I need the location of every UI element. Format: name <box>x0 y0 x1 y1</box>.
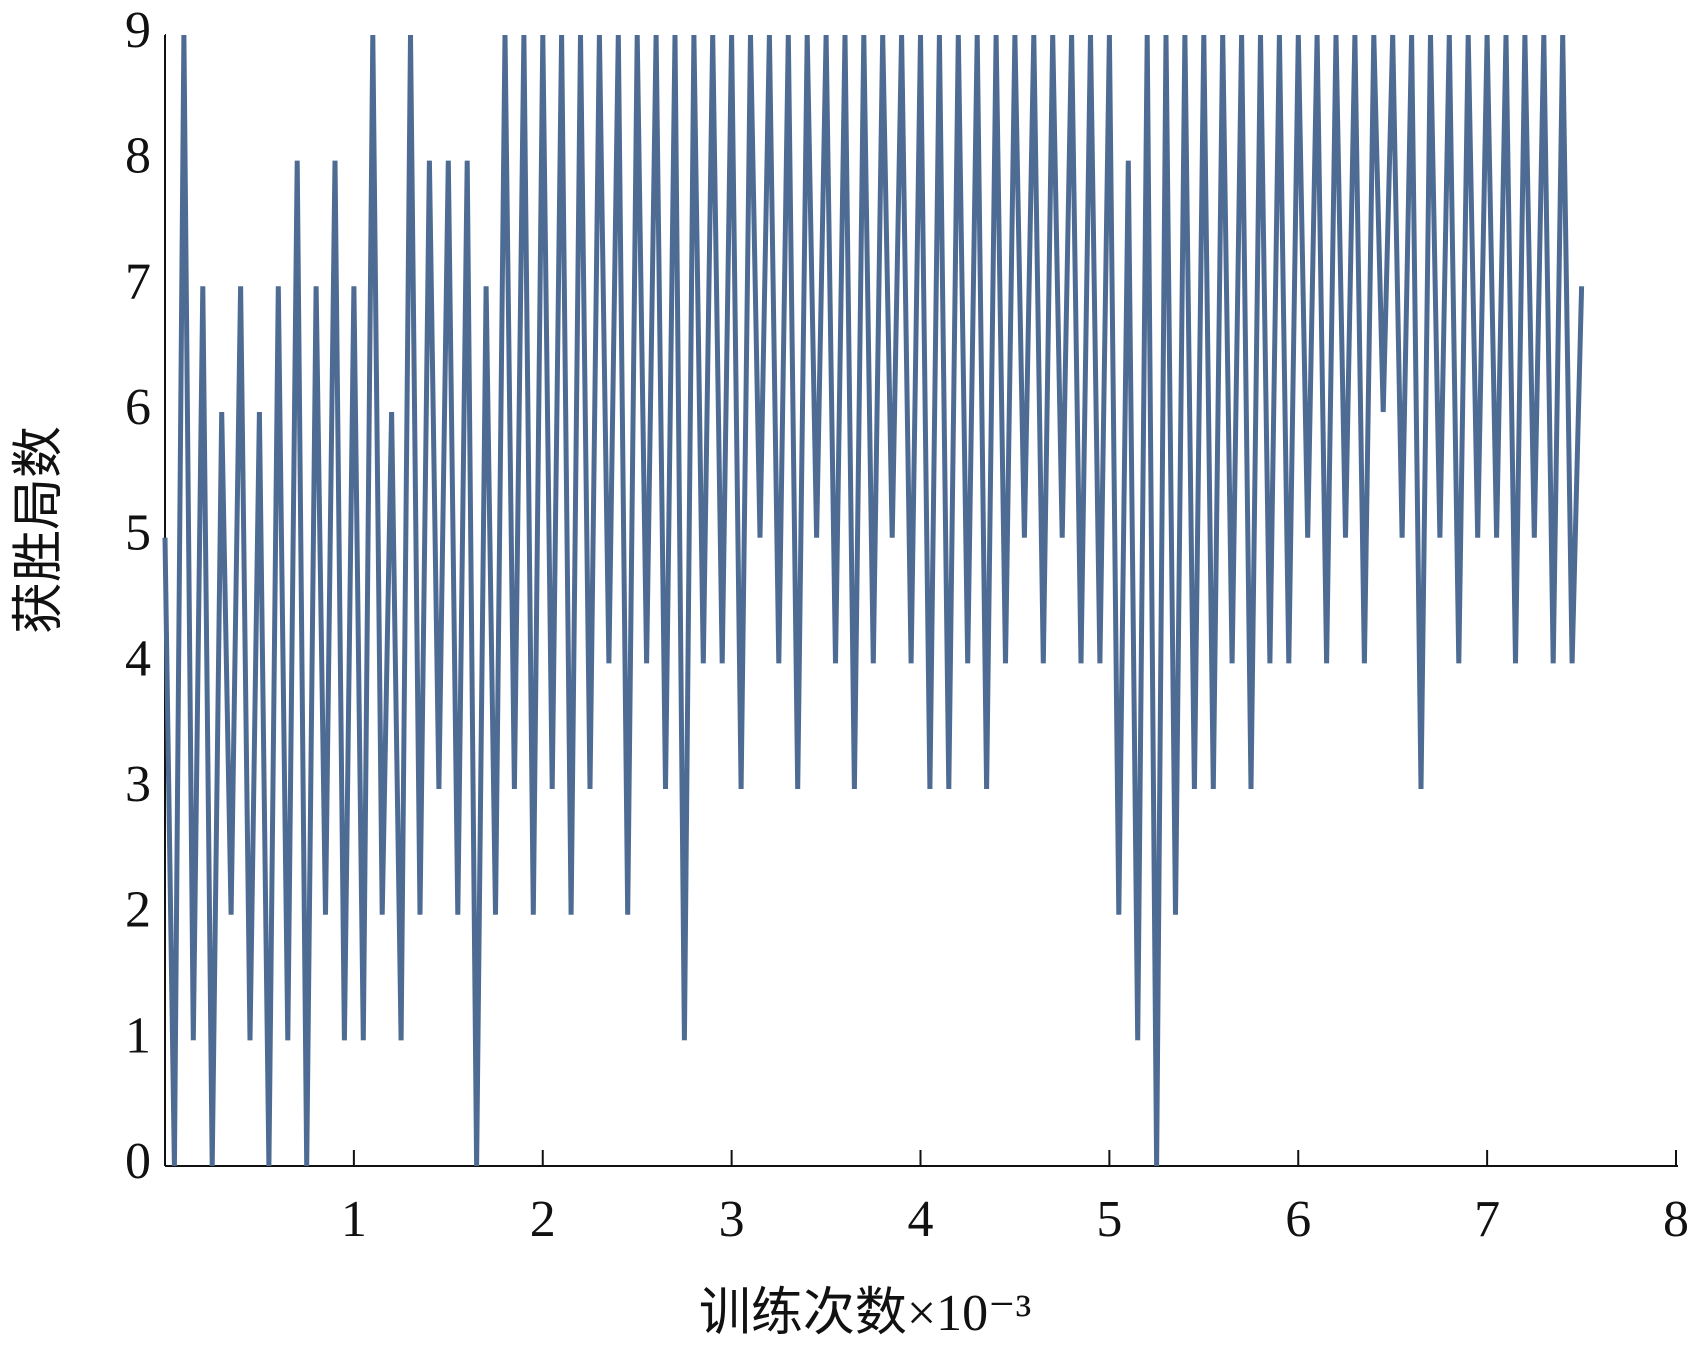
y-tick-label: 2 <box>125 882 151 939</box>
x-tick-label: 4 <box>908 1191 934 1248</box>
y-tick-label: 6 <box>125 379 151 436</box>
data-line <box>162 34 1585 1167</box>
y-tick-label: 8 <box>125 128 151 185</box>
x-tick-label: 3 <box>719 1191 745 1248</box>
x-tick-label: 8 <box>1663 1191 1689 1248</box>
x-tick-label: 6 <box>1285 1191 1311 1248</box>
y-axis-label: 获胜局数 <box>11 426 68 634</box>
x-tick-label: 1 <box>341 1191 367 1248</box>
y-tick-label: 7 <box>125 253 151 310</box>
y-tick-label: 9 <box>125 2 151 59</box>
y-tick-label: 3 <box>125 756 151 813</box>
y-tick-label: 1 <box>125 1007 151 1064</box>
y-tick-label: 4 <box>125 630 151 687</box>
y-tick-label: 5 <box>125 505 151 562</box>
x-tick-label: 5 <box>1096 1191 1122 1248</box>
y-tick-label: 0 <box>125 1133 151 1190</box>
x-tick-label: 7 <box>1474 1191 1500 1248</box>
x-tick-label: 2 <box>530 1191 556 1248</box>
x-axis-label: 训练次数×10⁻³ <box>699 1285 1031 1342</box>
